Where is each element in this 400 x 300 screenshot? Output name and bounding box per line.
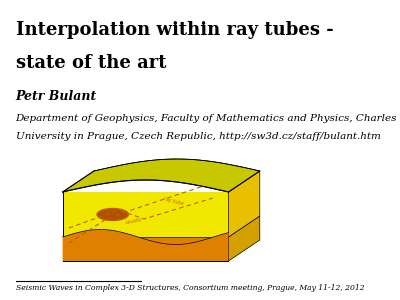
Polygon shape [63,237,228,261]
Ellipse shape [97,208,128,220]
Text: Petr Bulant: Petr Bulant [16,90,97,103]
Polygon shape [63,192,228,237]
Polygon shape [63,230,228,261]
Text: caustic: caustic [125,217,143,224]
Text: Interpolation within ray tubes -: Interpolation within ray tubes - [16,21,333,39]
Text: Seismic Waves in Complex 3-D Structures, Consortium meeting, Prague, May 11-12, : Seismic Waves in Complex 3-D Structures,… [16,284,364,292]
Polygon shape [63,159,260,192]
Polygon shape [228,171,260,237]
Text: state of the art: state of the art [16,54,166,72]
Polygon shape [228,216,260,261]
Text: Department of Geophysics, Faculty of Mathematics and Physics, Charles: Department of Geophysics, Faculty of Mat… [16,114,397,123]
Text: ray tube: ray tube [163,196,184,206]
Text: University in Prague, Czech Republic, http://sw3d.cz/staff/bulant.htm: University in Prague, Czech Republic, ht… [16,132,380,141]
